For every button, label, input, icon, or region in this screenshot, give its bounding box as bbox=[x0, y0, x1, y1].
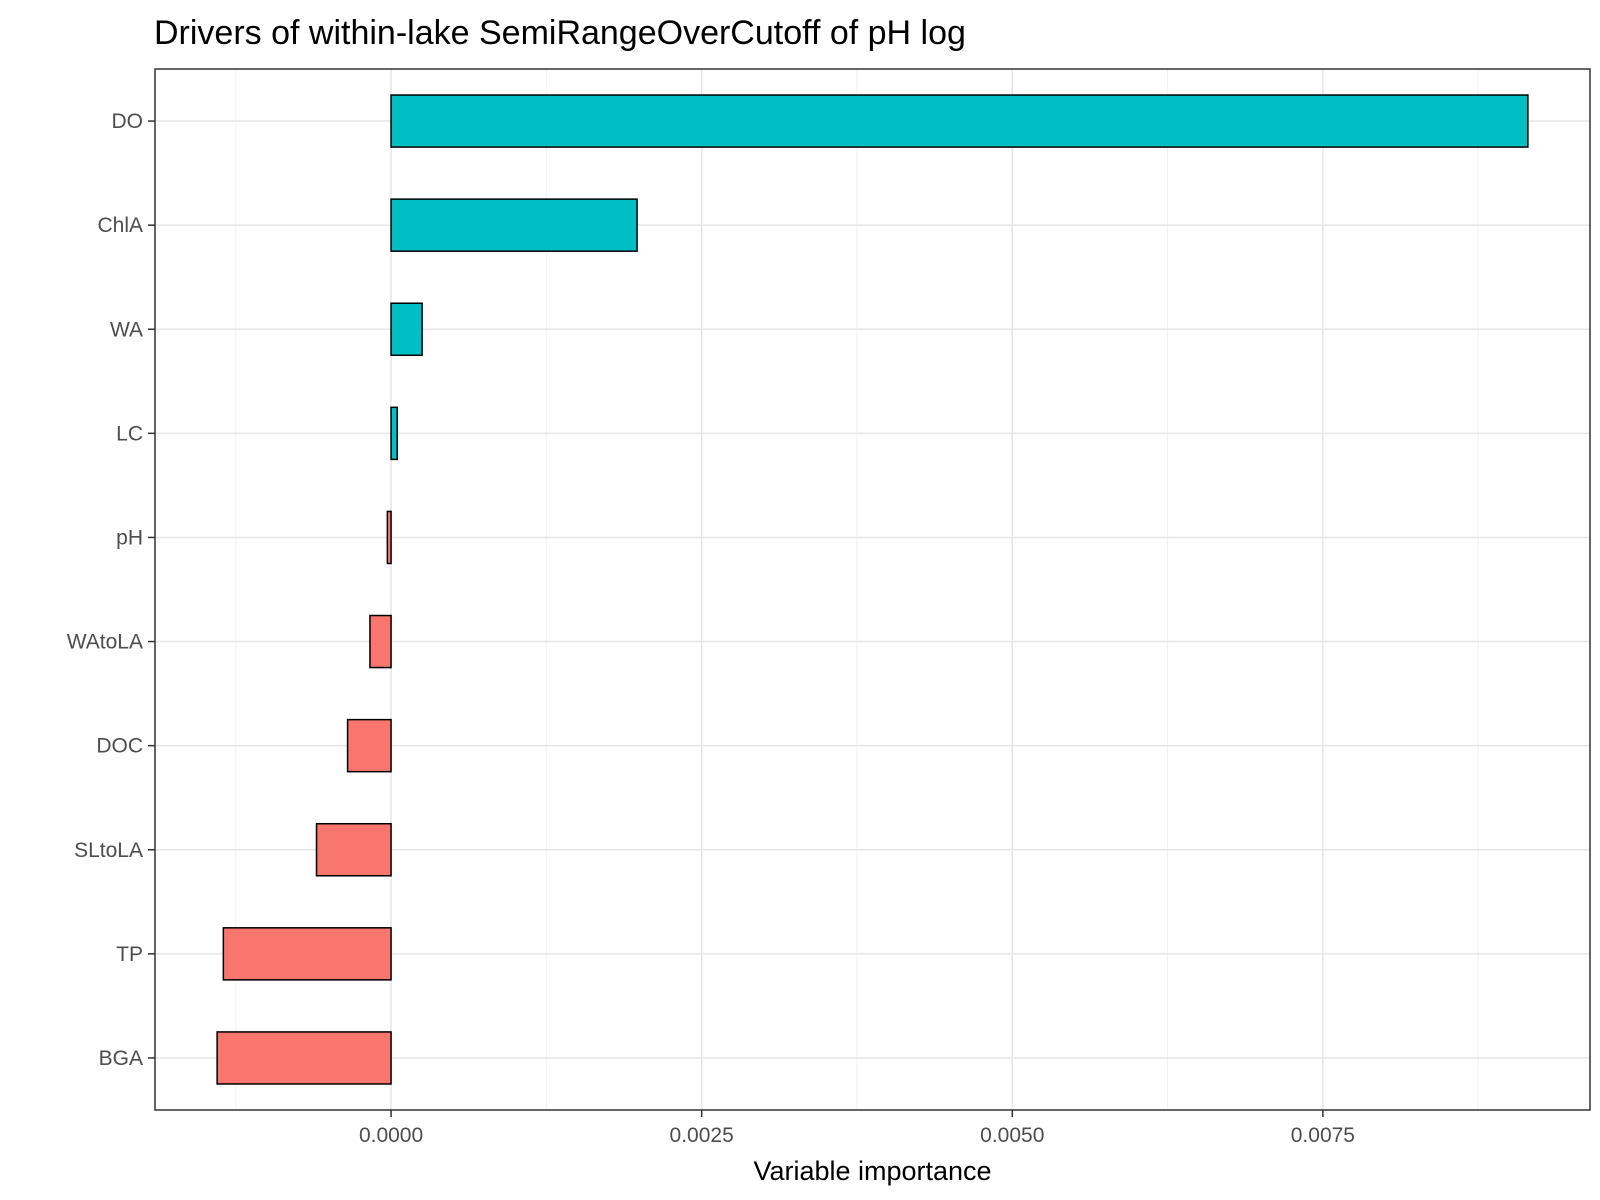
bar-sltola bbox=[315, 822, 392, 877]
bar-do bbox=[390, 94, 1529, 148]
bars bbox=[216, 94, 1529, 1085]
y-tick-label: DO bbox=[112, 110, 144, 133]
panel-border bbox=[154, 68, 1591, 1111]
y-tick-label: WAtoLA bbox=[67, 631, 143, 654]
y-tick-label: WA bbox=[110, 318, 143, 341]
y-tick-label: BGA bbox=[99, 1047, 143, 1070]
y-tick-label: ChlA bbox=[97, 214, 143, 237]
y-tick-label: LC bbox=[116, 422, 143, 445]
y-tick-label: SLtoLA bbox=[74, 839, 143, 862]
chart-title: Drivers of within-lake SemiRangeOverCuto… bbox=[154, 14, 966, 52]
y-tick-label: TP bbox=[116, 943, 143, 966]
y-axis: DO ChlA WA LC pH WAtoLA DOC SLtoLA TP BGA bbox=[67, 110, 155, 1070]
x-tick-label: 0.0075 bbox=[1291, 1124, 1355, 1147]
bar-doc bbox=[346, 718, 392, 773]
x-tick-label: 0.0050 bbox=[980, 1124, 1044, 1147]
bar-tp bbox=[222, 927, 392, 981]
x-tick-label: 0.0000 bbox=[359, 1124, 423, 1147]
x-tick-label: 0.0025 bbox=[670, 1124, 734, 1147]
bar-watola bbox=[369, 614, 392, 669]
bar-chla bbox=[390, 198, 638, 252]
bar-wa bbox=[390, 302, 423, 357]
x-axis: 0.0000 0.0025 0.0050 0.0075 bbox=[359, 1110, 1355, 1147]
y-tick-label: DOC bbox=[96, 735, 143, 758]
bar-bga bbox=[216, 1031, 392, 1085]
x-axis-title: Variable importance bbox=[753, 1156, 991, 1186]
y-tick-label: pH bbox=[116, 526, 143, 549]
bar-ph bbox=[386, 510, 392, 565]
bar-lc bbox=[390, 406, 399, 461]
